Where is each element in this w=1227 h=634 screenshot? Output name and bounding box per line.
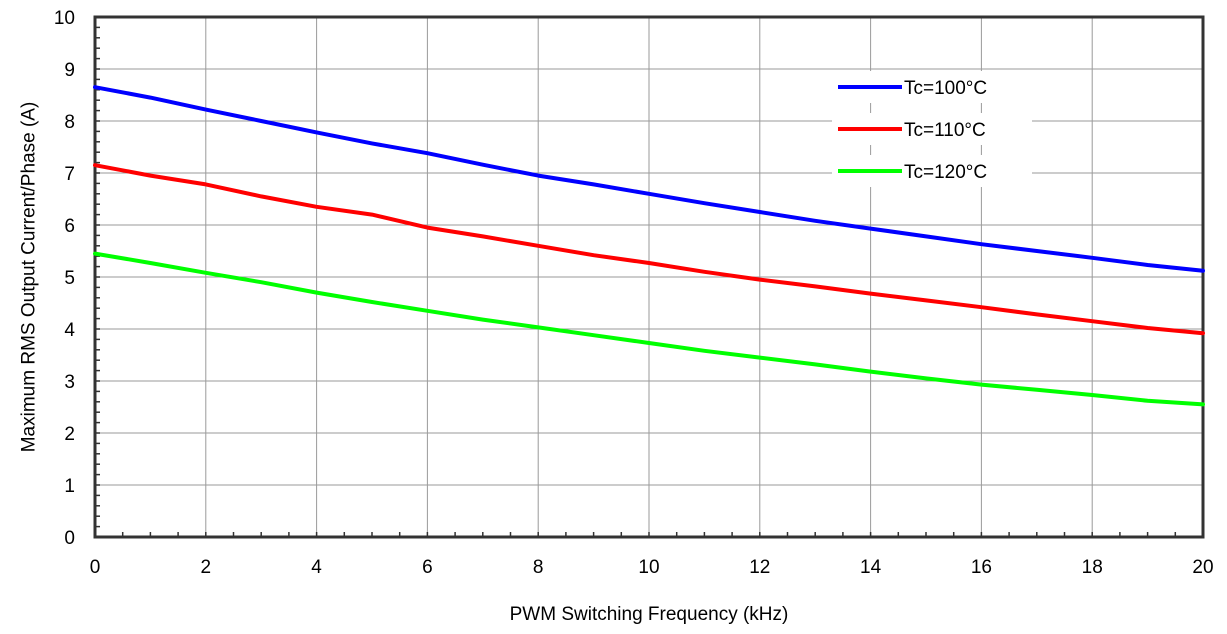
- x-tick-label: 8: [533, 557, 544, 578]
- x-tick-label: 10: [638, 557, 659, 578]
- y-tick-label: 2: [64, 424, 75, 445]
- legend-label-1: Tc=100°C: [904, 78, 987, 99]
- x-tick-label: 2: [201, 557, 212, 578]
- legend-label-3: Tc=120°C: [904, 162, 987, 183]
- y-tick-label: 1: [64, 476, 75, 497]
- series-line-2: [93, 163, 1205, 336]
- plot-frame: [93, 15, 1205, 539]
- x-tick-label: 6: [422, 557, 433, 578]
- x-axis-title: PWM Switching Frequency (kHz): [510, 604, 789, 625]
- y-tick-label: 8: [64, 112, 75, 133]
- legend-label-2: Tc=110°C: [904, 120, 986, 141]
- y-tick-label: 6: [64, 216, 75, 237]
- y-tick-label: 10: [54, 8, 75, 29]
- y-tick-label: 7: [64, 164, 75, 185]
- series-line-3: [93, 251, 1205, 407]
- x-tick-labels: 0 2 4 6 8 10 12 14 16 18 20: [90, 557, 1214, 578]
- series-group: [93, 85, 1205, 407]
- x-tick-label: 18: [1082, 557, 1103, 578]
- y-tick-label: 3: [64, 372, 75, 393]
- x-tick-label: 0: [90, 557, 101, 578]
- grid: [95, 17, 1203, 537]
- x-tick-label: 14: [860, 557, 882, 578]
- y-tick-label: 0: [64, 528, 75, 549]
- legend: Tc=100°C Tc=110°C Tc=120°C: [832, 71, 1032, 187]
- x-tick-label: 16: [971, 557, 992, 578]
- series-line-1: [93, 85, 1205, 273]
- x-tick-label: 12: [749, 557, 770, 578]
- y-tick-label: 5: [64, 268, 75, 289]
- y-tick-label: 4: [64, 320, 75, 341]
- y-tick-label: 9: [64, 60, 75, 81]
- x-tick-label: 4: [311, 557, 322, 578]
- y-axis-title: Maximum RMS Output Current/Phase (A): [19, 102, 40, 453]
- x-tick-label: 20: [1192, 557, 1213, 578]
- y-tick-labels: 0 1 2 3 4 5 6 7 8 9 10: [54, 8, 76, 549]
